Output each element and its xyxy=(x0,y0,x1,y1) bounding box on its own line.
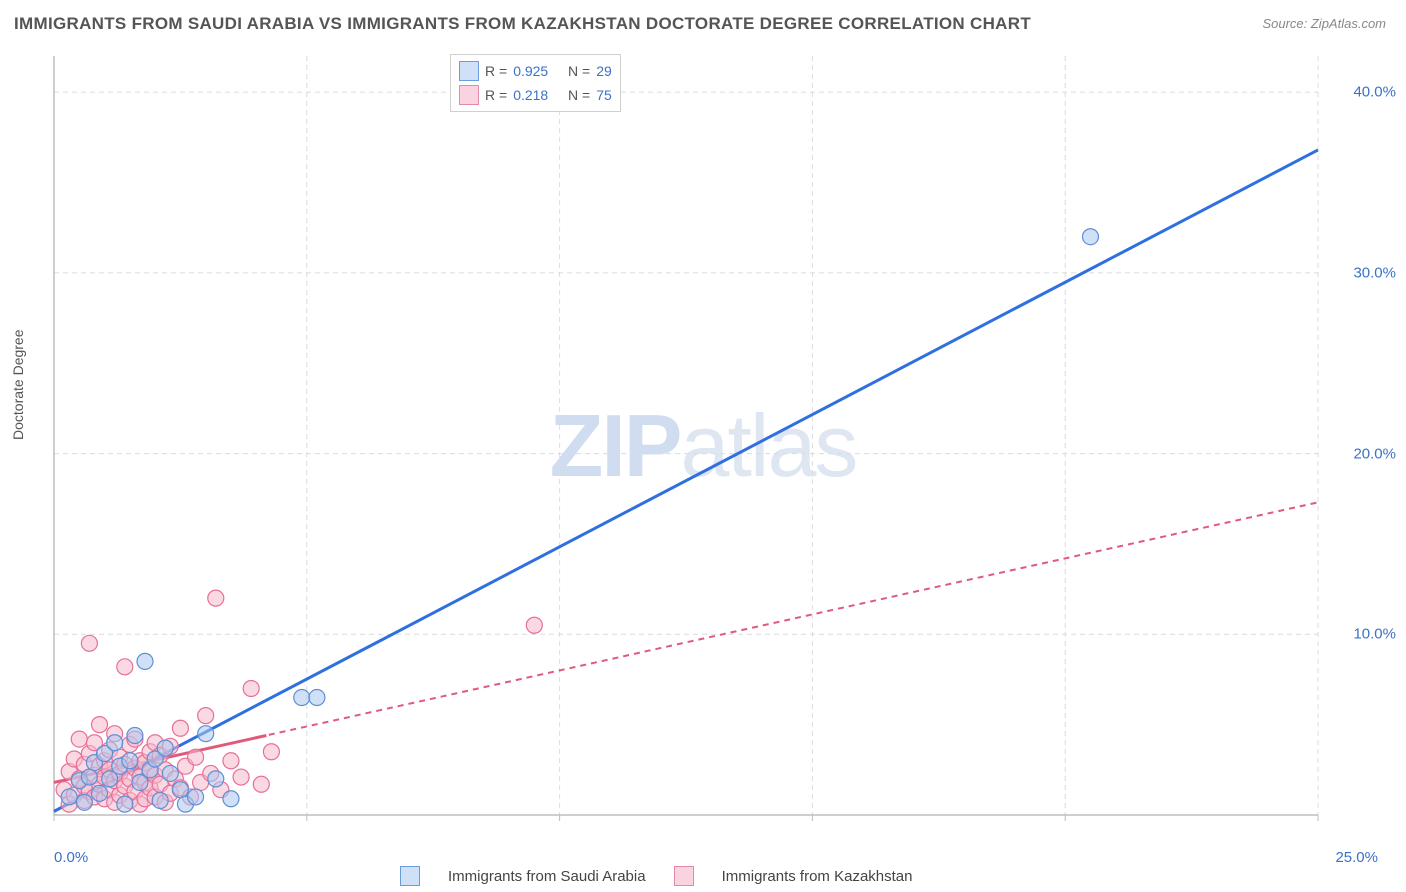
y-tick-label: 10.0% xyxy=(1353,626,1396,643)
legend-row-kaz: R = 0.218 N = 75 xyxy=(459,83,612,107)
legend-N-label: N = xyxy=(568,63,590,79)
swatch-saudi xyxy=(459,61,479,81)
x-tick-label: 25.0% xyxy=(1335,849,1378,866)
y-tick-label: 20.0% xyxy=(1353,445,1396,462)
y-tick-label: 30.0% xyxy=(1353,264,1396,281)
y-axis-label: Doctorate Degree xyxy=(10,329,26,440)
legend-R-label: R = xyxy=(485,63,507,79)
legend-N-kaz: 75 xyxy=(596,87,612,103)
series-legend: Immigrants from Saudi Arabia Immigrants … xyxy=(400,866,912,886)
legend-R-label: R = xyxy=(485,87,507,103)
swatch-kaz xyxy=(459,85,479,105)
legend-label-kaz: Immigrants from Kazakhstan xyxy=(722,868,913,885)
legend-R-kaz: 0.218 xyxy=(513,87,548,103)
legend-R-saudi: 0.925 xyxy=(513,63,548,79)
y-tick-label: 40.0% xyxy=(1353,84,1396,101)
swatch-kaz xyxy=(674,866,694,886)
legend-row-saudi: R = 0.925 N = 29 xyxy=(459,59,612,83)
legend-label-saudi: Immigrants from Saudi Arabia xyxy=(448,868,646,885)
source-attribution: Source: ZipAtlas.com xyxy=(1262,16,1386,31)
chart-title: IMMIGRANTS FROM SAUDI ARABIA VS IMMIGRAN… xyxy=(14,14,1031,34)
scatter-plot xyxy=(48,50,1388,865)
legend-N-label: N = xyxy=(568,87,590,103)
legend-N-saudi: 29 xyxy=(596,63,612,79)
x-tick-label: 0.0% xyxy=(54,849,88,866)
chart-container: IMMIGRANTS FROM SAUDI ARABIA VS IMMIGRAN… xyxy=(0,0,1406,892)
correlation-legend: R = 0.925 N = 29 R = 0.218 N = 75 xyxy=(450,54,621,112)
swatch-saudi xyxy=(400,866,420,886)
